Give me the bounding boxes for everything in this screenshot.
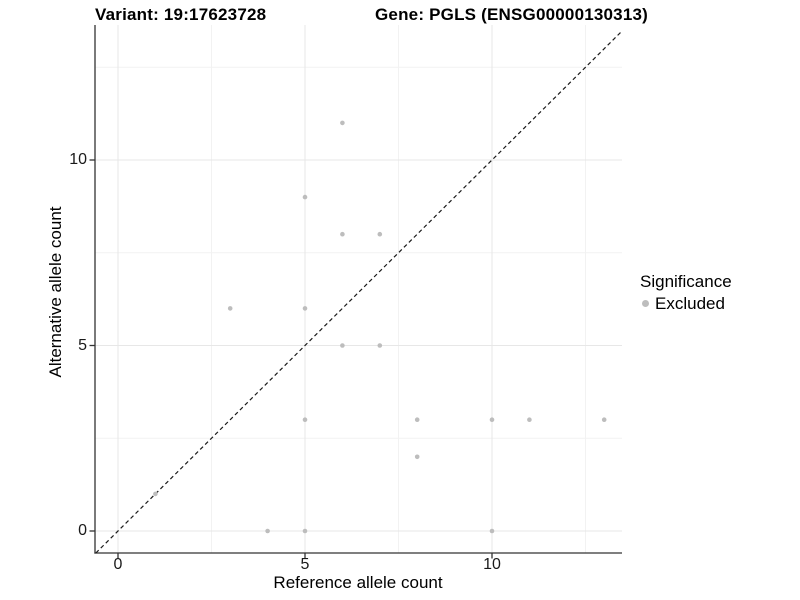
x-tick-label: 0 bbox=[113, 556, 123, 573]
data-point bbox=[302, 194, 308, 200]
legend-entry-excluded: Excluded bbox=[639, 294, 732, 313]
plot-title-variant: Variant: 19:17623728 bbox=[95, 5, 267, 24]
data-point bbox=[489, 528, 495, 534]
data-point bbox=[377, 343, 383, 348]
data-point bbox=[489, 417, 495, 423]
data-point bbox=[340, 120, 345, 126]
data-point bbox=[265, 528, 270, 534]
legend-point-icon bbox=[642, 300, 649, 307]
data-point bbox=[302, 306, 308, 311]
data-point bbox=[601, 417, 607, 423]
x-tick-label: 10 bbox=[483, 556, 501, 573]
y-tick-label: 0 bbox=[78, 522, 87, 539]
x-axis-title: Reference allele count bbox=[273, 573, 443, 592]
identity-line bbox=[95, 30, 623, 554]
data-point bbox=[302, 417, 308, 423]
data-point bbox=[340, 343, 345, 348]
data-point bbox=[414, 454, 420, 460]
data-point bbox=[302, 528, 308, 534]
data-point bbox=[414, 417, 420, 423]
plot-title-gene: Gene: PGLS (ENSG00000130313) bbox=[375, 5, 649, 24]
data-point bbox=[153, 491, 158, 497]
y-axis-title: Alternative allele count bbox=[46, 206, 65, 378]
y-tick-label: 5 bbox=[78, 336, 87, 354]
data-point bbox=[377, 231, 383, 237]
legend-title: Significance bbox=[640, 272, 732, 291]
data-point bbox=[227, 306, 233, 311]
legend-entry-label: Excluded bbox=[655, 294, 725, 313]
y-tick-label: 10 bbox=[69, 151, 87, 168]
x-tick-label: 5 bbox=[300, 556, 310, 573]
legend: Significance Excluded bbox=[639, 271, 732, 313]
data-point bbox=[340, 231, 345, 237]
data-point bbox=[527, 417, 532, 423]
